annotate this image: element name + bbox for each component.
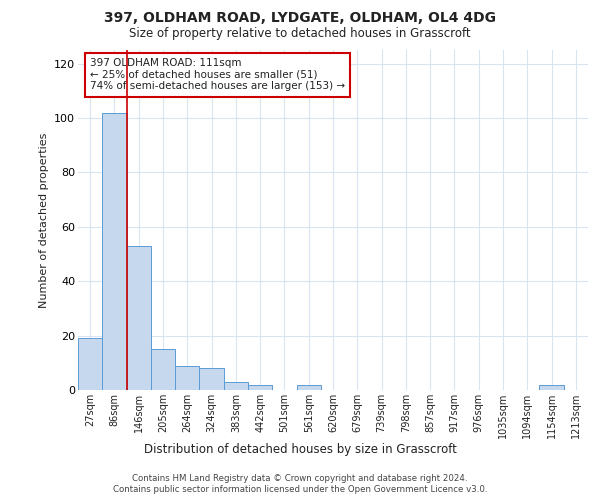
Text: 397 OLDHAM ROAD: 111sqm
← 25% of detached houses are smaller (51)
74% of semi-de: 397 OLDHAM ROAD: 111sqm ← 25% of detache… xyxy=(90,58,345,92)
Text: Distribution of detached houses by size in Grasscroft: Distribution of detached houses by size … xyxy=(143,442,457,456)
Bar xyxy=(78,338,102,390)
Y-axis label: Number of detached properties: Number of detached properties xyxy=(38,132,49,308)
Bar xyxy=(539,384,564,390)
Bar xyxy=(151,349,175,390)
Bar xyxy=(199,368,224,390)
Bar xyxy=(175,366,199,390)
Bar xyxy=(102,112,127,390)
Text: Contains HM Land Registry data © Crown copyright and database right 2024.
Contai: Contains HM Land Registry data © Crown c… xyxy=(113,474,487,494)
Bar xyxy=(127,246,151,390)
Text: 397, OLDHAM ROAD, LYDGATE, OLDHAM, OL4 4DG: 397, OLDHAM ROAD, LYDGATE, OLDHAM, OL4 4… xyxy=(104,12,496,26)
Bar xyxy=(248,384,272,390)
Bar xyxy=(224,382,248,390)
Text: Size of property relative to detached houses in Grasscroft: Size of property relative to detached ho… xyxy=(129,28,471,40)
Bar xyxy=(296,384,321,390)
